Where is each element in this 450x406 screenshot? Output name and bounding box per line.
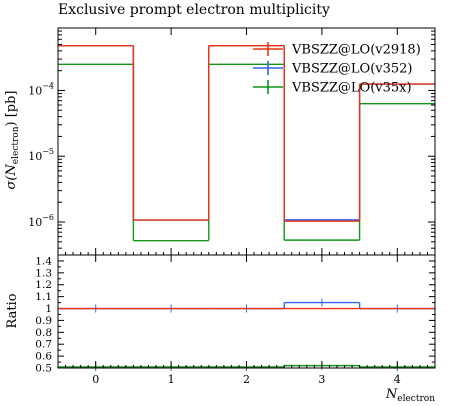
ratio-y-tick-label: 0.7 — [35, 339, 52, 351]
y-tick-label: 10−4 — [28, 81, 54, 97]
y-tick-label: 10−5 — [28, 147, 54, 163]
ratio-y-tick-label: 0.5 — [35, 363, 52, 375]
x-tick-label: 1 — [168, 373, 175, 386]
x-axis-label: Nelectron — [385, 387, 435, 404]
x-tick-label: 3 — [318, 373, 325, 386]
y-axis-label: σ(Nelectron) [pb] — [4, 90, 21, 189]
legend-label: VBSZZ@LO(v35x) — [291, 81, 412, 96]
main-series-2 — [58, 44, 435, 222]
main-y-axis: 10−6 10−5 10−4 — [28, 30, 435, 249]
ratio-series-group — [58, 298, 435, 371]
legend: VBSZZ@LO(v2918) VBSZZ@LO(v352) VBSZZ@LO(v3… — [253, 42, 421, 96]
main-series-group — [58, 44, 435, 242]
ratio-y-tick-label: 1.1 — [35, 291, 52, 303]
y-tick-label: 10−6 — [28, 213, 54, 229]
ratio-y-tick-label: 1.3 — [35, 267, 52, 279]
x-tick-label: 0 — [92, 373, 99, 386]
ratio-y-tick-label: 1.2 — [35, 279, 52, 291]
x-tick-label: 4 — [394, 373, 401, 386]
legend-label: VBSZZ@LO(v2918) — [291, 43, 421, 58]
ratio-axis-label: Ratio — [5, 293, 20, 328]
ratio-y-tick-label: 0.8 — [35, 327, 52, 339]
chart-title: Exclusive prompt electron multiplicity — [58, 2, 330, 18]
ratio-series-1 — [58, 298, 435, 313]
legend-label: VBSZZ@LO(v352) — [291, 62, 413, 77]
ratio-y-tick-label: 1.4 — [35, 255, 52, 267]
x-tick-label: 2 — [243, 373, 250, 386]
ratio-y-tick-label: 0.9 — [35, 315, 52, 327]
ratio-y-tick-label: 1 — [45, 303, 52, 315]
ratio-y-axis: 0.50.60.70.80.911.11.21.31.4 — [35, 255, 435, 375]
x-axis: 0 1 2 3 4 — [65, 28, 428, 386]
ratio-y-tick-label: 0.6 — [35, 351, 52, 363]
